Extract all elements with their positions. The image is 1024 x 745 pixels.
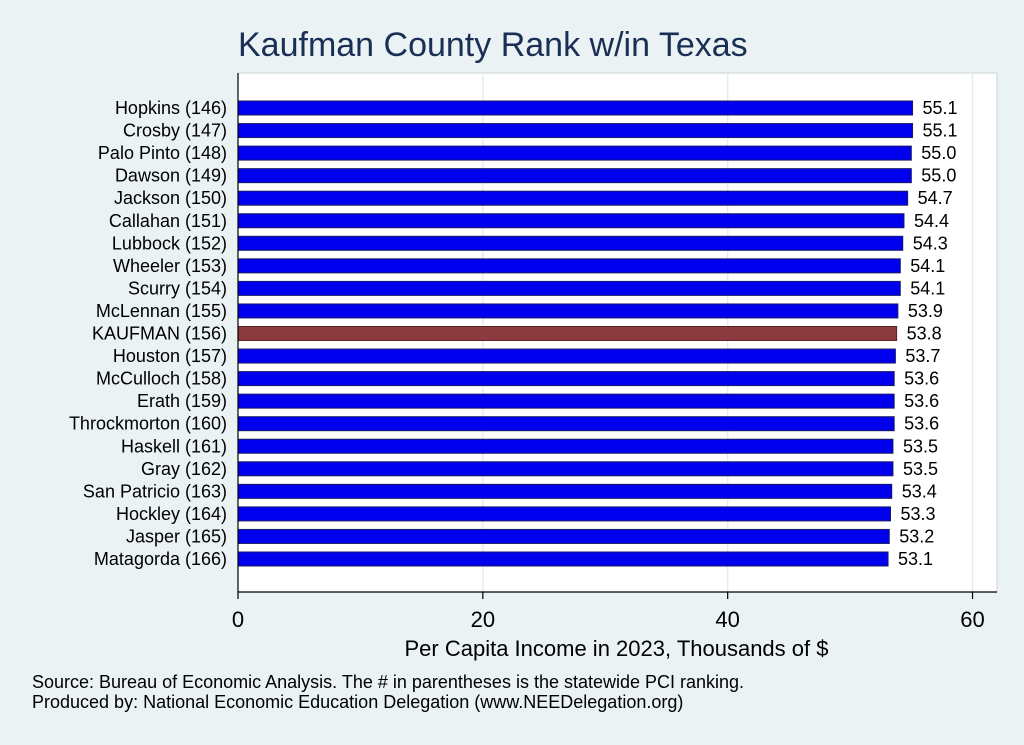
category-label: Wheeler (153) [113, 256, 227, 276]
bar [237, 258, 901, 274]
data-label: 53.2 [899, 526, 934, 546]
data-label: 53.7 [905, 346, 940, 366]
category-label: McLennan (155) [96, 301, 227, 321]
data-label: 55.1 [923, 121, 958, 141]
bar [237, 213, 905, 229]
category-label: Crosby (147) [123, 121, 227, 141]
category-label: Jasper (165) [126, 526, 227, 546]
bar [237, 168, 912, 184]
bar [237, 123, 914, 139]
category-label: Gray (162) [141, 459, 227, 479]
data-label: 53.5 [903, 436, 938, 456]
category-label: McCulloch (158) [96, 369, 227, 389]
category-label: Haskell (161) [121, 436, 227, 456]
category-label: Callahan (151) [109, 211, 227, 231]
data-label: 54.4 [914, 211, 949, 231]
data-label: 54.1 [910, 278, 945, 298]
bar [237, 348, 896, 364]
bar [237, 438, 894, 454]
category-label: Erath (159) [137, 391, 227, 411]
bar [237, 506, 891, 522]
category-label: Hopkins (146) [115, 98, 227, 118]
producer-note: Produced by: National Economic Education… [32, 692, 684, 712]
x-axis-label: Per Capita Income in 2023, Thousands of … [405, 636, 829, 661]
data-label: 53.8 [907, 324, 942, 344]
data-label: 53.5 [903, 459, 938, 479]
data-label: 53.4 [902, 481, 937, 501]
bar [237, 393, 895, 409]
category-label: Palo Pinto (148) [98, 143, 227, 163]
bar [237, 280, 901, 296]
data-label: 54.3 [913, 233, 948, 253]
bar [237, 551, 889, 567]
x-tick-label: 20 [471, 607, 495, 632]
x-tick-label: 0 [232, 607, 244, 632]
category-label: San Patricio (163) [83, 481, 227, 501]
bar [237, 483, 893, 499]
category-label: Matagorda (166) [94, 549, 227, 569]
data-label: 55.1 [923, 98, 958, 118]
bar [237, 528, 890, 544]
bar-highlight [237, 326, 898, 341]
category-label: Throckmorton (160) [69, 414, 227, 434]
category-label: Lubbock (152) [112, 233, 227, 253]
data-label: 55.0 [921, 166, 956, 186]
bar [237, 371, 895, 387]
source-note: Source: Bureau of Economic Analysis. The… [32, 672, 745, 692]
bars: Hopkins (146) 55.1 Crosby (147) 55.1 Palo Pi… [69, 98, 958, 569]
x-tick-label: 40 [715, 607, 739, 632]
category-label: Hockley (164) [116, 504, 227, 524]
category-label: Houston (157) [113, 346, 227, 366]
data-label: 53.9 [908, 301, 943, 321]
data-label: 53.6 [904, 414, 939, 434]
category-label: Jackson (150) [114, 188, 227, 208]
data-label: 53.6 [904, 369, 939, 389]
data-label: 54.1 [910, 256, 945, 276]
data-label: 53.1 [898, 549, 933, 569]
data-label: 53.3 [900, 504, 935, 524]
bar [237, 235, 904, 251]
data-label: 55.0 [921, 143, 956, 163]
category-label: KAUFMAN (156) [92, 324, 227, 344]
category-label: Scurry (154) [128, 278, 227, 298]
x-tick-label: 60 [960, 607, 984, 632]
bar [237, 190, 909, 206]
bar [237, 461, 894, 477]
bar [237, 416, 895, 432]
bar [237, 303, 899, 319]
bar [237, 145, 912, 161]
chart-title: Kaufman County Rank w/in Texas [238, 26, 748, 64]
bar [237, 100, 914, 116]
data-label: 54.7 [918, 188, 953, 208]
data-label: 53.6 [904, 391, 939, 411]
category-label: Dawson (149) [115, 166, 227, 186]
axes: 0 20 40 60 [232, 73, 997, 632]
